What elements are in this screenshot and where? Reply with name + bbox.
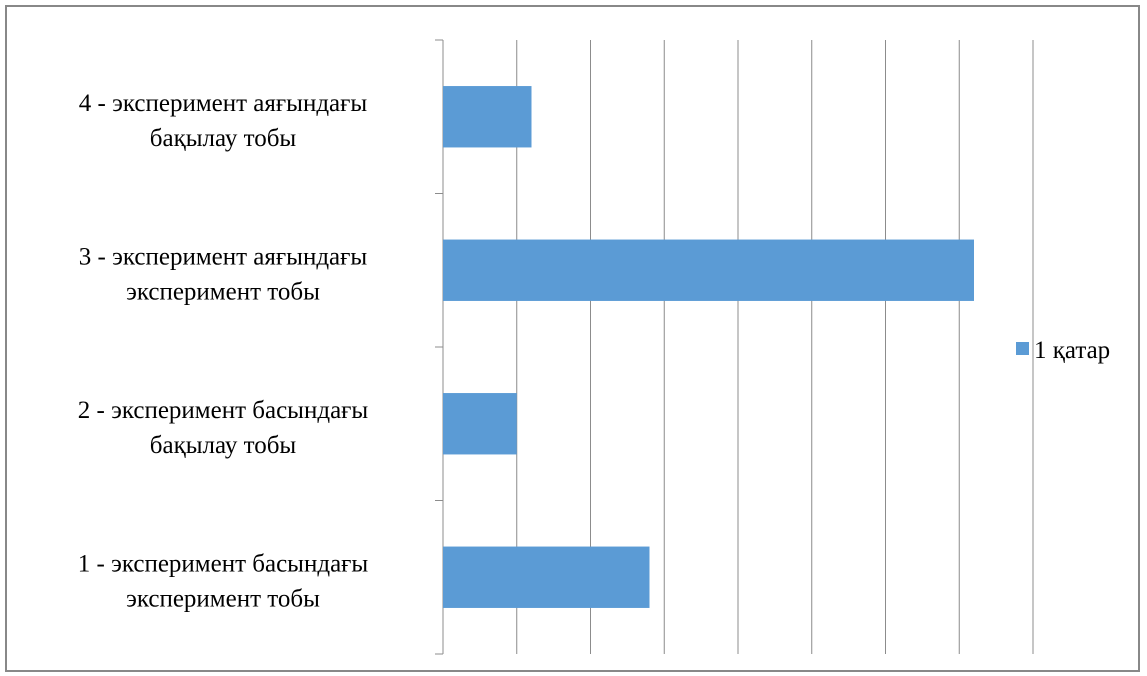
category-label-line2: бақылау тобы [150, 432, 297, 459]
category-label-line1: 3 - эксперимент аяғындағы [79, 243, 368, 270]
category-label-line1: 4 - эксперимент аяғындағы [79, 90, 368, 117]
legend-swatch [1016, 342, 1029, 355]
bar-3 [443, 239, 974, 301]
category-label-line2: эксперимент тобы [126, 278, 320, 305]
bar-1 [443, 546, 650, 608]
category-label-line2: эксперимент тобы [126, 585, 320, 612]
category-label-line1: 1 - эксперимент басындағы [78, 550, 369, 577]
legend-label: 1 қатар [1034, 337, 1110, 364]
bar-4 [443, 86, 532, 148]
category-label-line1: 2 - эксперимент басындағы [78, 397, 369, 424]
bar-2 [443, 393, 517, 455]
category-label-line2: бақылау тобы [150, 125, 297, 152]
